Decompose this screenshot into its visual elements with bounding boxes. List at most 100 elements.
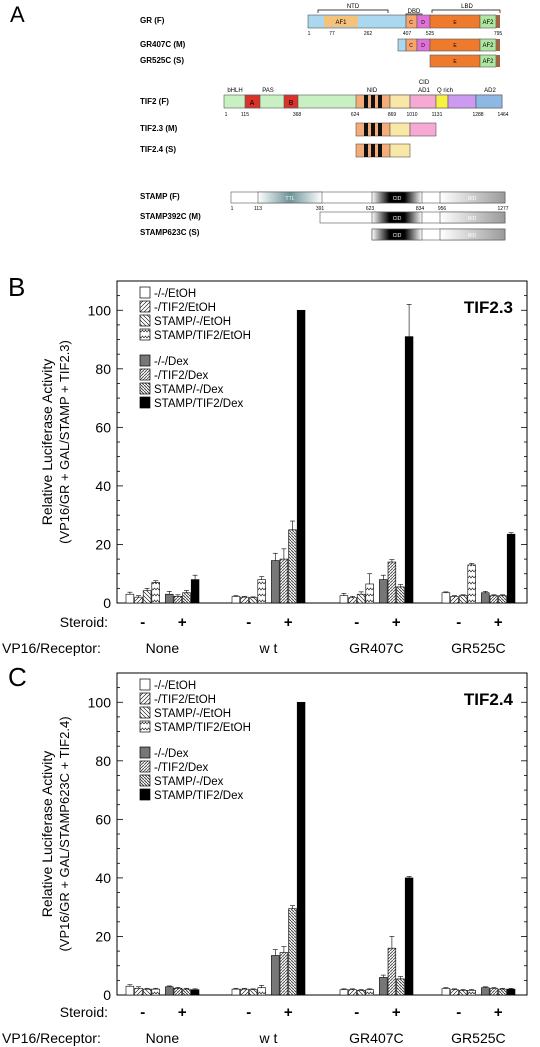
- bar: [134, 987, 143, 996]
- bar: [288, 908, 297, 996]
- gr-pos-262: 262: [364, 31, 373, 37]
- construct-label-gr407c: GR407C (M): [140, 40, 186, 49]
- tif2-b-box: [283, 94, 299, 109]
- bar: [458, 595, 468, 604]
- stamp623c-cid-label: CID: [393, 233, 402, 239]
- bar: [271, 560, 280, 604]
- y-axis-label: Relative Luciferase Activity: [39, 359, 55, 526]
- legend-label: STAMP/TIF2/Dex: [154, 398, 243, 410]
- tif2-pos-869: 869: [388, 112, 397, 118]
- lbd-bracket: [431, 9, 501, 13]
- bar: [279, 952, 289, 996]
- tif2-nid-box-1: [364, 95, 368, 108]
- bar: [339, 989, 349, 996]
- legend-swatch: [139, 396, 151, 409]
- bar: [450, 989, 459, 996]
- bar: [356, 593, 366, 604]
- legend-label: -/-/EtOH: [154, 288, 196, 300]
- bar: [165, 986, 174, 996]
- construct-label-gr525c: GR525C (S): [140, 56, 184, 65]
- bar: [498, 988, 507, 996]
- construct-label-gr-f: GR (F): [140, 16, 165, 25]
- bar: [396, 978, 405, 996]
- y-tick-label: 20: [95, 928, 111, 944]
- category-label: GR407C: [349, 1030, 403, 1046]
- bar: [231, 596, 241, 604]
- bar: [379, 579, 388, 604]
- stamp-rid-label: RID: [468, 196, 477, 202]
- bar: [404, 877, 414, 996]
- tif2-q-yellow: [435, 94, 449, 109]
- steroid-minus: -: [456, 1004, 461, 1021]
- category-label: w t: [258, 1030, 277, 1046]
- bar: [182, 592, 191, 604]
- legend-label: STAMP/TIF2/EtOH: [154, 330, 251, 342]
- legend-swatch: [139, 774, 151, 787]
- bar: [379, 977, 388, 996]
- construct-label-stamp-f: STAMP (F): [140, 192, 180, 201]
- region-label-ad2: AD2: [484, 88, 496, 94]
- bar: [506, 533, 516, 604]
- tif2-4-nid-box-1: [364, 144, 368, 157]
- category-label: None: [146, 640, 180, 656]
- gr-pos-525: 525: [426, 31, 435, 37]
- y-tick-label: 100: [88, 302, 112, 318]
- legend-label: STAMP/-/Dex: [154, 776, 224, 788]
- gr-end: [496, 15, 500, 28]
- bar: [296, 309, 306, 604]
- region-label-dbd: DBD: [408, 9, 421, 15]
- gr-af1: [324, 16, 358, 27]
- steroid-minus: -: [246, 1004, 251, 1021]
- tif2-4-nid-box-2: [371, 144, 375, 157]
- bar: [404, 336, 414, 604]
- y-tick-label: 0: [103, 595, 111, 611]
- stamp-rid: [439, 191, 506, 204]
- bar: [365, 583, 374, 604]
- legend-swatch: [139, 328, 151, 341]
- legend-swatch: [139, 678, 151, 691]
- bar: [365, 989, 374, 996]
- tif2-3-ad1: [389, 122, 411, 137]
- legend-label: -/-/EtOH: [154, 680, 196, 692]
- gr407c-d-label: D: [421, 43, 425, 49]
- bar: [489, 988, 499, 996]
- stamp-cid-label: CID: [393, 196, 402, 202]
- bar: [151, 988, 160, 996]
- gr407c-c-label: C: [409, 43, 413, 49]
- y-axis-label-2: (VP16/GR + GAL/STAMP623C + TIF2.4): [57, 716, 72, 951]
- legend-label: -/TIF2/EtOH: [154, 694, 216, 706]
- tif2-ad1: [389, 94, 411, 109]
- panel-label-c: C: [8, 662, 27, 692]
- legend-swatch: [139, 286, 151, 299]
- stamp-pos-623: 623: [366, 206, 375, 212]
- steroid-minus: -: [246, 614, 251, 631]
- legend-label: -/TIF2/EtOH: [154, 302, 216, 314]
- y-tick-label: 40: [95, 478, 111, 494]
- legend-swatch: [139, 720, 151, 733]
- category-label: w t: [258, 640, 277, 656]
- stamp-pos-956: 956: [438, 206, 447, 212]
- construct-label-tif2-4: TIF2.4 (S): [140, 145, 176, 154]
- legend-swatch: [139, 354, 151, 367]
- steroid-minus: -: [456, 614, 461, 631]
- gr-e-label: E: [453, 20, 457, 26]
- stamp-pos-834: 834: [416, 206, 425, 212]
- legend-label: -/TIF2/Dex: [154, 370, 209, 382]
- bar: [450, 596, 459, 604]
- tif2-3-nid-box-3: [378, 123, 382, 136]
- bar: [356, 990, 366, 996]
- receptor-row-label: VP16/Receptor:: [2, 1030, 101, 1046]
- category-label: GR525C: [451, 640, 505, 656]
- y-tick-label: 100: [88, 694, 112, 710]
- bar: [125, 593, 135, 604]
- panel-annotation: TIF2.3: [464, 298, 513, 317]
- tif2-cid: [409, 94, 437, 109]
- bar: [248, 989, 258, 996]
- bar: [387, 947, 397, 996]
- construct-label-stamp623c: STAMP623C (S): [140, 228, 200, 237]
- legend-label: -/TIF2/Dex: [154, 762, 209, 774]
- bar: [257, 579, 266, 604]
- tif2-nid-box-3: [378, 95, 382, 108]
- gr-pos-1: 1: [308, 31, 311, 37]
- legend-label: STAMP/-/Dex: [154, 384, 224, 396]
